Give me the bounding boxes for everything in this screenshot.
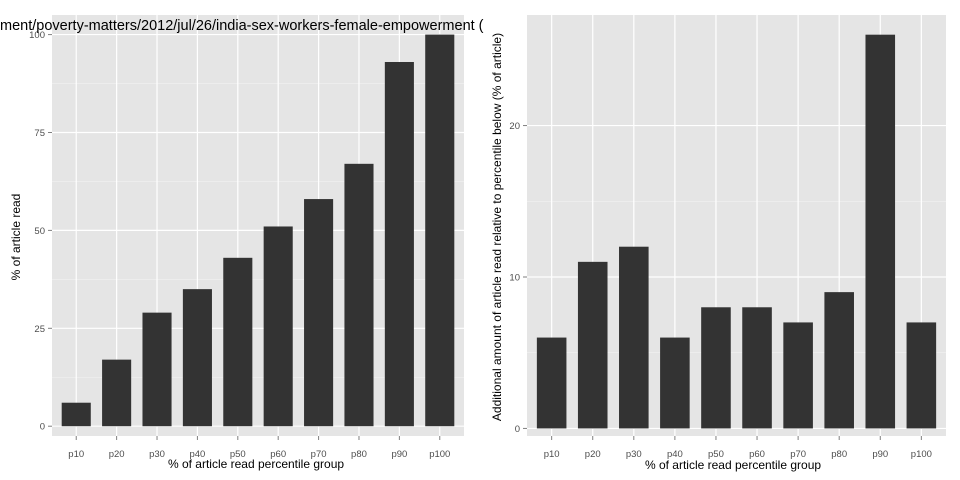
left-y-axis-label: % of article read [9,194,23,281]
right-y-tick-label: 20 [509,121,520,132]
right-x-tick-label: p40 [667,449,683,460]
left-y-tick-label: 50 [34,226,45,237]
left-bar-chart: 0 25 50 75 100 p10 p20 p30 p40 p50 p60 p70 p80 p90 p10… [0,15,484,471]
left-y-tick-label: 100 [29,30,45,41]
left-x-tick-label: p100 [429,449,450,460]
left-y-tick-label: 25 [34,324,45,335]
right-x-axis-label: % of article read percentile group [645,458,821,472]
right-x-tick-label: p100 [911,449,932,460]
right-bar-p10 [536,337,567,429]
right-bar-p90 [865,34,896,429]
right-bar-p60 [742,307,772,429]
right-bar-p70 [783,322,813,429]
right-x-tick-label: p10 [544,449,560,460]
left-bar-p70 [304,199,334,427]
left-x-tick-label: p60 [270,449,286,460]
left-x-tick-label: p30 [149,449,165,460]
left-bar-p20 [102,359,132,427]
right-x-tick-label: p50 [708,449,724,460]
right-bar-p50 [701,307,731,429]
right-y-axis-label: Additional amount of article read relati… [490,33,504,421]
right-bar-p80 [824,292,854,429]
left-x-tick-label: p70 [311,449,327,460]
right-y-tick-label: 0 [515,424,520,435]
left-bar-p10 [61,402,91,427]
right-x-tick-label: p90 [872,449,888,460]
left-bar-p30 [142,312,172,427]
right-y-tick-label: 10 [509,272,520,283]
left-bar-p60 [263,226,293,427]
right-x-tick-label: p20 [585,449,601,460]
right-bar-p40 [660,337,690,429]
left-x-tick-label: p20 [109,449,125,460]
left-bar-p100 [425,34,455,427]
left-bar-p50 [223,257,253,427]
right-bar-p30 [619,246,649,429]
right-x-tick-label: p70 [790,449,806,460]
left-x-tick-label: p50 [230,449,246,460]
right-x-tick-label: p60 [749,449,765,460]
left-bar-p90 [384,61,414,427]
right-x-tick-label: p30 [626,449,642,460]
left-x-tick-label: p10 [68,449,84,460]
left-x-axis-label: % of article read percentile group [168,457,344,471]
right-bar-p20 [577,261,608,429]
right-x-tick-label: p80 [831,449,847,460]
left-y-tick-label: 75 [34,128,45,139]
left-bar-p40 [182,289,212,427]
left-x-tick-label: p40 [189,449,205,460]
left-chart-title: ment/poverty-matters/2012/jul/26/india-s… [0,18,484,34]
right-bar-p100 [906,322,937,429]
left-bar-p80 [344,163,374,427]
left-x-tick-label: p80 [351,449,367,460]
right-bar-chart: 0 10 20 p10 p20 p30 p40 p50 p60 p70 p80 p90 p100 Add… [490,15,946,472]
left-y-tick-label: 0 [40,422,45,433]
left-x-tick-label: p90 [391,449,407,460]
